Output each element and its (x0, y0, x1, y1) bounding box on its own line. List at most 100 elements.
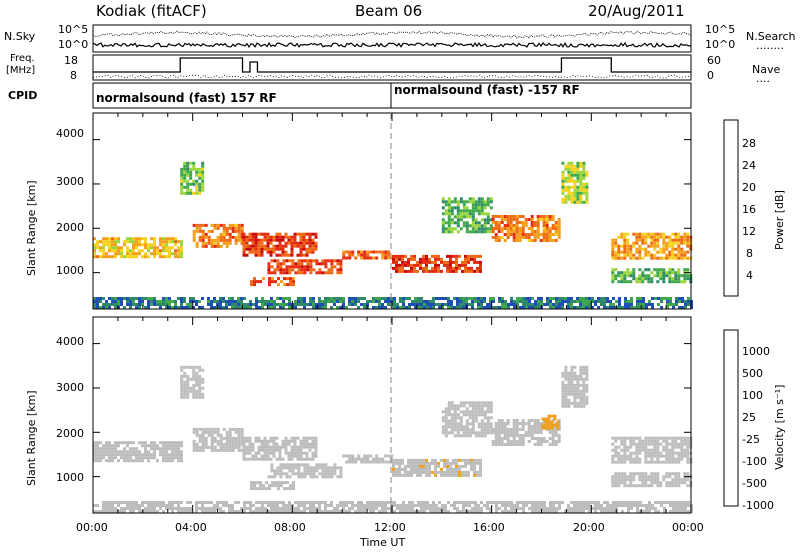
velocity-cell (402, 507, 405, 510)
velocity-cell (432, 510, 435, 513)
velocity-cell (557, 419, 561, 422)
power-cell (474, 206, 478, 210)
velocity-cell (351, 507, 354, 510)
power-cell (515, 239, 519, 242)
power-cbar-label: Power [dB] (773, 190, 786, 250)
velocity-cell (287, 442, 291, 446)
velocity-cell (648, 507, 651, 510)
power-cell (108, 246, 111, 250)
velocity-cell (242, 442, 246, 446)
power-cell (198, 173, 202, 177)
velocity-cell (360, 457, 364, 461)
power-cell (165, 297, 168, 300)
power-cell (483, 227, 487, 231)
velocity-cell (375, 504, 378, 507)
velocity-cell (195, 510, 198, 513)
velocity-cell (617, 472, 621, 476)
velocity-cell (468, 431, 472, 435)
power-cell (521, 230, 525, 233)
power-cell (465, 300, 468, 303)
velocity-cell (434, 473, 437, 477)
velocity-cell (302, 439, 306, 443)
velocity-cell (117, 501, 120, 504)
velocity-cell (262, 484, 265, 488)
power-cell (195, 185, 199, 189)
power-cell (617, 256, 621, 260)
power-cell (419, 266, 422, 270)
power-cell (126, 303, 129, 306)
velocity-cell (291, 472, 295, 476)
power-cell (189, 167, 193, 171)
power-cell (561, 176, 565, 180)
power-cell (282, 300, 285, 303)
power-cell (251, 238, 255, 242)
power-cell (207, 235, 211, 239)
power-cell (266, 241, 270, 245)
velocity-cell (603, 510, 606, 513)
power-cell (281, 253, 285, 257)
velocity-cell (530, 425, 534, 428)
power-cell (585, 170, 589, 174)
power-cell (551, 239, 555, 242)
velocity-cell (623, 472, 627, 476)
power-cell (582, 200, 586, 204)
power-cell (297, 262, 301, 266)
power-cell (210, 229, 214, 233)
velocity-cell (665, 439, 669, 443)
power-cell (435, 297, 438, 300)
power-cell (402, 306, 405, 309)
velocity-cell (225, 448, 229, 452)
power-cell (392, 257, 395, 261)
velocity-cell (162, 504, 165, 507)
velocity-cell (521, 443, 525, 446)
velocity-cell (135, 459, 138, 463)
power-cell (486, 200, 490, 204)
velocity-cell (207, 430, 211, 434)
power-cell (395, 263, 398, 267)
velocity-cell (302, 457, 306, 461)
velocity-cell (600, 504, 603, 507)
power-cell (570, 185, 574, 189)
velocity-cell (249, 504, 252, 507)
power-cell (561, 173, 565, 177)
power-cell (536, 224, 540, 227)
velocity-cell (114, 447, 117, 451)
power-cell (576, 179, 580, 183)
velocity-cell (135, 453, 138, 457)
power-cell (500, 236, 504, 239)
power-cell (108, 237, 111, 241)
velocity-cell (444, 507, 447, 510)
power-cell (425, 257, 428, 261)
velocity-cell (447, 422, 451, 426)
power-cell (506, 233, 510, 236)
power-cell (168, 237, 171, 241)
power-cell (290, 244, 294, 248)
power-cell (497, 236, 501, 239)
velocity-cell (123, 447, 126, 451)
power-cell (620, 271, 624, 275)
velocity-cell (567, 392, 571, 396)
power-cell (413, 266, 416, 270)
power-cell (465, 215, 469, 219)
velocity-cell (288, 463, 292, 467)
velocity-cell (126, 456, 129, 460)
velocity-cell (207, 501, 210, 504)
velocity-cell (315, 501, 318, 504)
power-cell (455, 254, 458, 258)
power-cell (150, 246, 153, 250)
velocity-cell (413, 464, 416, 468)
velocity-cell (278, 451, 282, 455)
velocity-cell (554, 431, 558, 434)
power-cell (282, 271, 286, 275)
velocity-cell (576, 401, 580, 405)
power-cell (108, 249, 111, 253)
velocity-cell (96, 444, 99, 448)
power-cell (611, 244, 615, 248)
velocity-cell (641, 472, 645, 476)
power-cell (582, 176, 586, 180)
power-cell (177, 297, 180, 300)
power-cell (677, 250, 681, 254)
power-cell (483, 218, 487, 222)
power-cell (168, 303, 171, 306)
velocity-cell (635, 457, 639, 461)
